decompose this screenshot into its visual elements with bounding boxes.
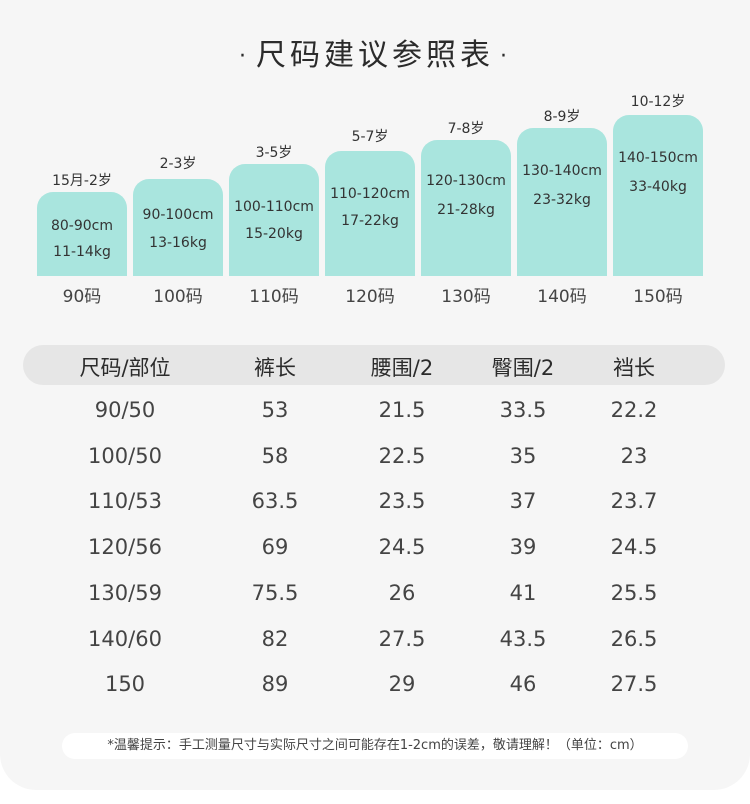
table-cell: 100/50 [88,444,162,468]
table-cell: 29 [388,672,416,696]
title-text: 尺码建议参照表 [256,38,494,73]
header-hip: 臀围/2 [491,356,555,380]
table-cell: 23 [620,444,648,468]
table-cell: 120/56 [88,535,162,559]
size-code: 140码 [537,287,587,307]
title-dot-left: · [239,44,250,69]
height-range: 100-110cm [234,199,314,215]
table-row: 90/50 53 21.5 33.5 22.2 [0,398,750,438]
table-cell: 43.5 [499,627,547,651]
table-cell: 24.5 [610,535,658,559]
table-cell: 35 [509,444,537,468]
header-rise: 裆长 [613,356,655,380]
size-box: 110-120cm 17-22kg [325,151,415,276]
table-cell: 150 [104,672,146,696]
table-cell: 82 [261,627,289,651]
size-code: 120码 [345,287,395,307]
weight-range: 21-28kg [437,202,495,218]
age-label: 5-7岁 [351,129,389,145]
table-row: 120/56 69 24.5 39 24.5 [0,535,750,575]
weight-range: 15-20kg [245,226,303,242]
table-cell: 69 [261,535,289,559]
table-cell: 39 [509,535,537,559]
size-box: 120-130cm 21-28kg [421,140,511,276]
table-cell: 21.5 [378,398,426,422]
table-cell: 140/60 [88,627,162,651]
table-cell: 89 [261,672,289,696]
measurement-note: *温馨提示：手工测量尺寸与实际尺寸之间可能存在1-2cm的误差，敬请理解！（单位… [62,733,688,759]
weight-range: 23-32kg [533,192,591,208]
height-range: 120-130cm [426,173,506,189]
table-cell: 23.7 [610,489,658,513]
table-row: 100/50 58 22.5 35 23 [0,444,750,484]
weight-range: 11-14kg [53,244,111,260]
size-box: 90-100cm 13-16kg [133,179,223,276]
height-range: 130-140cm [522,163,602,179]
table-cell: 23.5 [378,489,426,513]
table-cell: 58 [261,444,289,468]
age-label: 2-3岁 [159,156,197,172]
title-dot-right: · [500,44,511,69]
size-box: 140-150cm 33-40kg [613,115,703,276]
age-label: 10-12岁 [630,94,686,110]
table-cell: 63.5 [251,489,299,513]
size-code: 100码 [153,287,203,307]
table-cell: 37 [509,489,537,513]
weight-range: 13-16kg [149,235,207,251]
age-label: 8-9岁 [543,109,581,125]
table-row: 130/59 75.5 26 41 25.5 [0,581,750,621]
height-range: 80-90cm [50,218,113,234]
size-code: 130码 [441,287,491,307]
age-label: 3-5岁 [255,145,293,161]
page-title: · 尺码建议参照表 · [0,30,750,74]
height-range: 140-150cm [618,150,698,166]
size-box: 100-110cm 15-20kg [229,164,319,276]
header-waist: 腰围/2 [370,356,434,380]
table-cell: 41 [509,581,537,605]
table-row: 150 89 29 46 27.5 [0,672,750,712]
size-box: 130-140cm 23-32kg [517,128,607,276]
table-cell: 33.5 [499,398,547,422]
table-cell: 75.5 [251,581,299,605]
age-label: 7-8岁 [447,121,485,137]
table-cell: 53 [261,398,289,422]
table-cell: 26 [388,581,416,605]
table-cell: 130/59 [88,581,162,605]
table-row: 140/60 82 27.5 43.5 26.5 [0,627,750,667]
size-code: 110码 [249,287,299,307]
table-cell: 22.2 [610,398,658,422]
size-box: 80-90cm 11-14kg [37,192,127,276]
table-cell: 27.5 [378,627,426,651]
height-range: 110-120cm [330,186,410,202]
height-range: 90-100cm [142,207,214,223]
weight-range: 17-22kg [341,213,399,229]
weight-range: 33-40kg [629,179,687,195]
table-cell: 90/50 [94,398,156,422]
header-size-part: 尺码/部位 [79,356,171,380]
table-header: 尺码/部位 裤长 腰围/2 臀围/2 裆长 [23,345,725,385]
table-cell: 27.5 [610,672,658,696]
table-row: 110/53 63.5 23.5 37 23.7 [0,489,750,529]
table-cell: 25.5 [610,581,658,605]
table-cell: 22.5 [378,444,426,468]
table-cell: 26.5 [610,627,658,651]
size-code: 150码 [633,287,683,307]
table-cell: 24.5 [378,535,426,559]
header-pants-length: 裤长 [254,356,296,380]
size-code: 90码 [62,287,102,307]
table-cell: 110/53 [88,489,162,513]
table-cell: 46 [509,672,537,696]
age-label: 15月-2岁 [52,173,112,189]
